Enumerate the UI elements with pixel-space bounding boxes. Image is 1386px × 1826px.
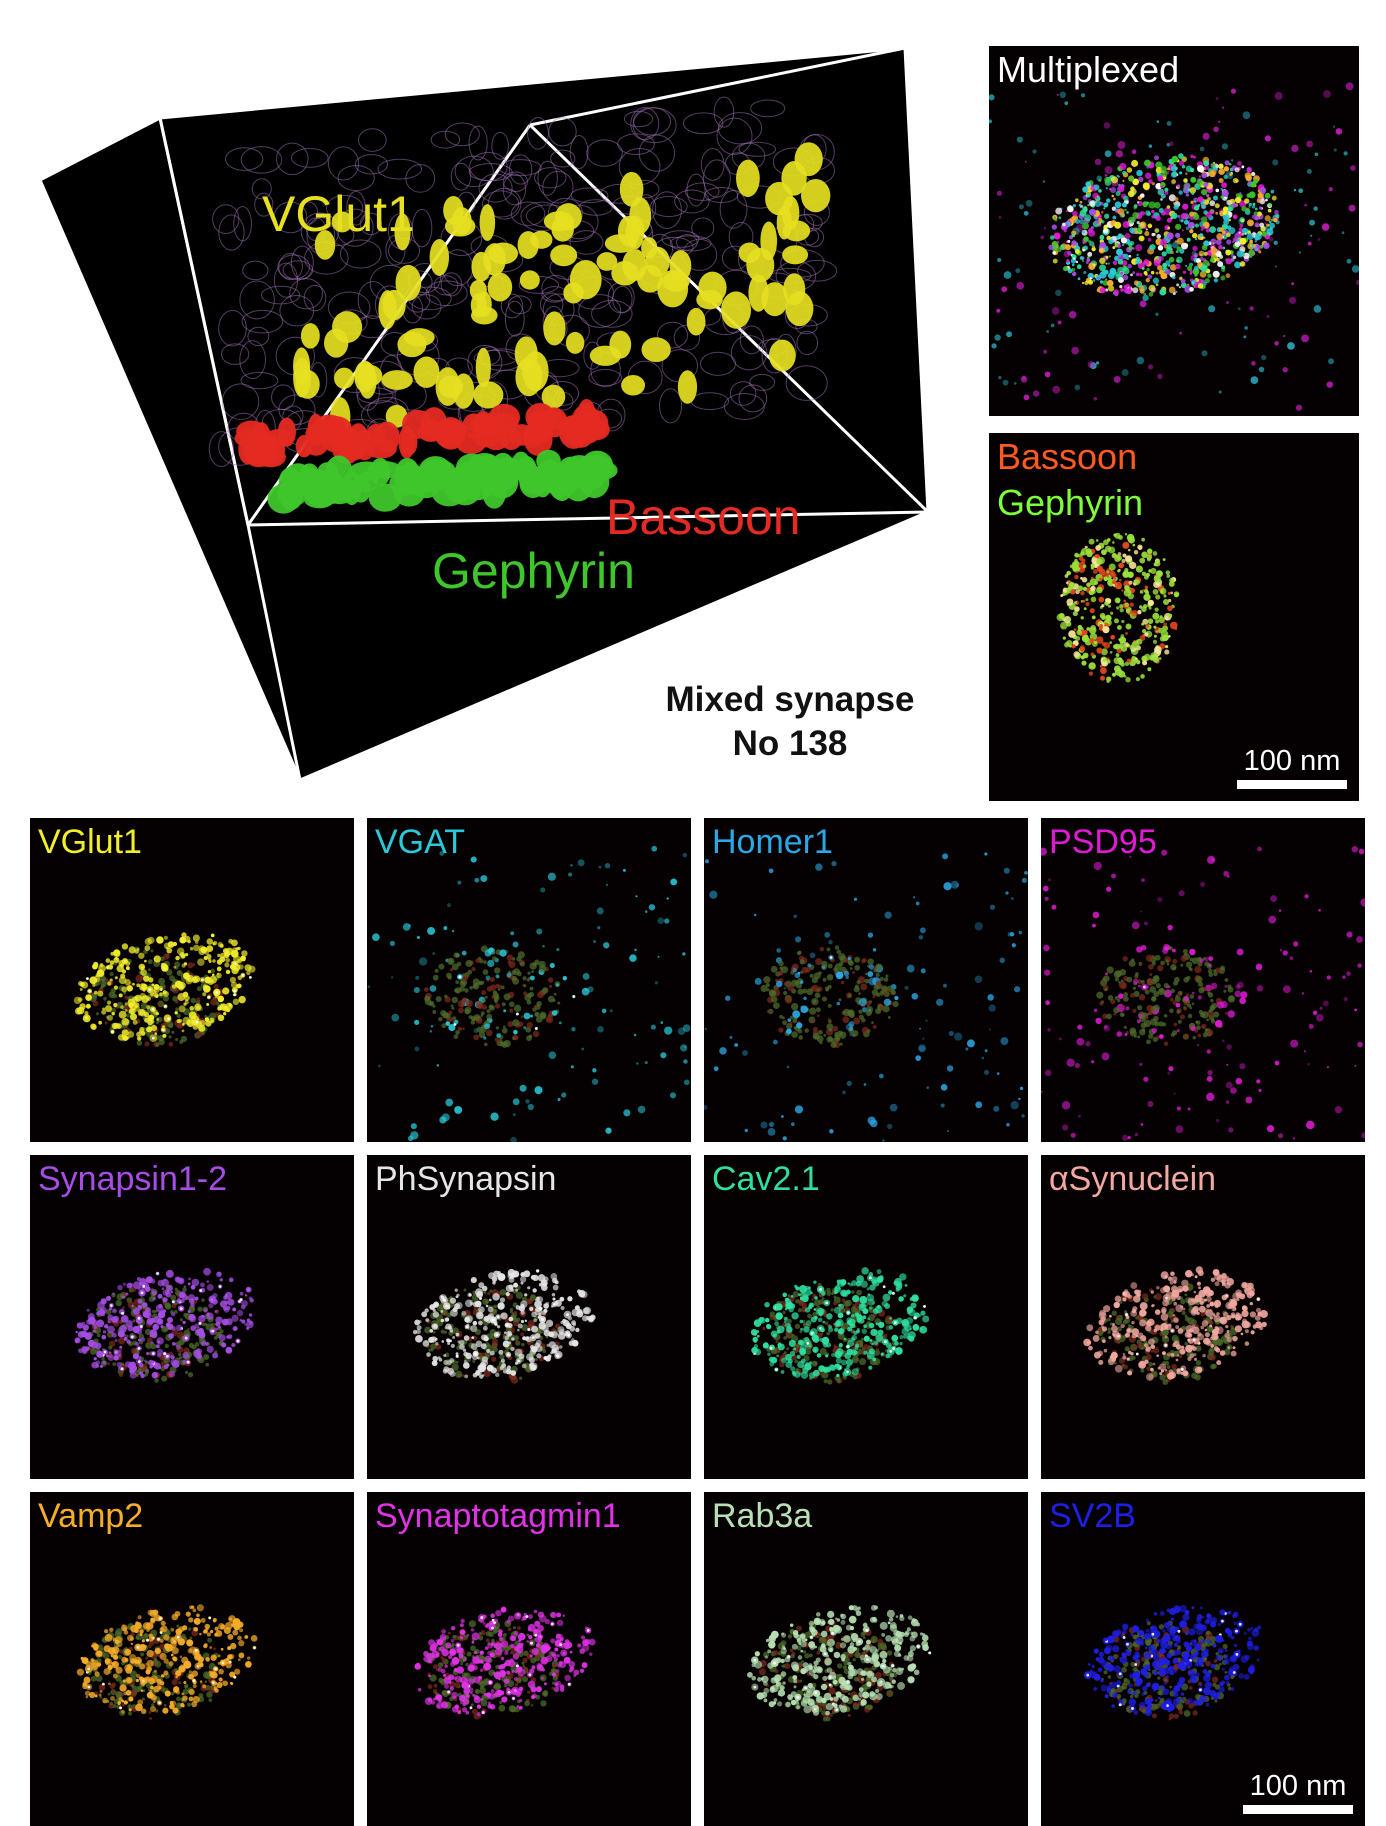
bassoon-3d-label: Bassoon [606, 488, 801, 546]
channel-panel-vgat: VGAT [367, 818, 691, 1142]
bassoon-label: Bassoon [997, 437, 1137, 477]
channel-image [704, 1155, 1028, 1479]
channel-label: SV2B [1049, 1496, 1136, 1536]
channel-panel-vamp2: Vamp2 [30, 1492, 354, 1826]
gephyrin-3d-label: Gephyrin [432, 542, 635, 600]
channel-image [367, 1155, 691, 1479]
channel-label: Cav2.1 [712, 1159, 820, 1199]
channel-panel-cav2-1: Cav2.1 [704, 1155, 1028, 1479]
vglut1-3d-label: VGlut1 [262, 185, 415, 243]
channel-image [367, 1492, 691, 1826]
channel-label: Homer1 [712, 822, 833, 862]
channel-panel-homer1: Homer1 [704, 818, 1028, 1142]
channel-label: αSynuclein [1049, 1159, 1216, 1199]
channel-panel-synapsin1-2: Synapsin1-2 [30, 1155, 354, 1479]
scale-bar-line [1237, 780, 1347, 789]
channel-panel-synaptotagmin1: Synaptotagmin1 [367, 1492, 691, 1826]
channel-image [1041, 818, 1365, 1142]
channel-panel-sv2b: SV2B 100 nm [1041, 1492, 1365, 1826]
channel-label: VGlut1 [38, 822, 142, 862]
caption-line1: Mixed synapse [600, 678, 980, 722]
channel-image [367, 818, 691, 1142]
scale-bar-label: 100 nm [1237, 745, 1347, 777]
scale-bar: 100 nm [1237, 745, 1347, 789]
channel-label: Synapsin1-2 [38, 1159, 227, 1199]
channel-panel--synuclein: αSynuclein [1041, 1155, 1365, 1479]
channel-panel-vglut1: VGlut1 [30, 818, 354, 1142]
channel-label: Vamp2 [38, 1496, 143, 1536]
channel-image [704, 818, 1028, 1142]
channel-image [30, 1492, 354, 1826]
channel-label: VGAT [375, 822, 465, 862]
multiplexed-image [989, 46, 1359, 416]
gephyrin-label: Gephyrin [997, 483, 1143, 523]
multiplexed-panel: Multiplexed [989, 46, 1359, 416]
channel-label: Synaptotagmin1 [375, 1496, 621, 1536]
channel-panel-phsynapsin: PhSynapsin [367, 1155, 691, 1479]
channel-image [30, 1155, 354, 1479]
channel-image [30, 818, 354, 1142]
caption-line2: No 138 [600, 722, 980, 766]
channel-panel-psd95: PSD95 [1041, 818, 1365, 1142]
channel-image [704, 1492, 1028, 1826]
multiplexed-label: Multiplexed [997, 50, 1179, 90]
channel-label: Rab3a [712, 1496, 812, 1536]
scale-bar-label: 100 nm [1243, 1770, 1353, 1802]
channel-panel-rab3a: Rab3a [704, 1492, 1028, 1826]
scale-bar-line [1243, 1805, 1353, 1814]
channel-label: PhSynapsin [375, 1159, 556, 1199]
channel-label: PSD95 [1049, 822, 1157, 862]
bassoon-gephyrin-panel: Bassoon Gephyrin 100 nm [989, 433, 1359, 801]
channel-image [1041, 1155, 1365, 1479]
scale-bar: 100 nm [1243, 1770, 1353, 1814]
figure-caption: Mixed synapse No 138 [600, 678, 980, 766]
